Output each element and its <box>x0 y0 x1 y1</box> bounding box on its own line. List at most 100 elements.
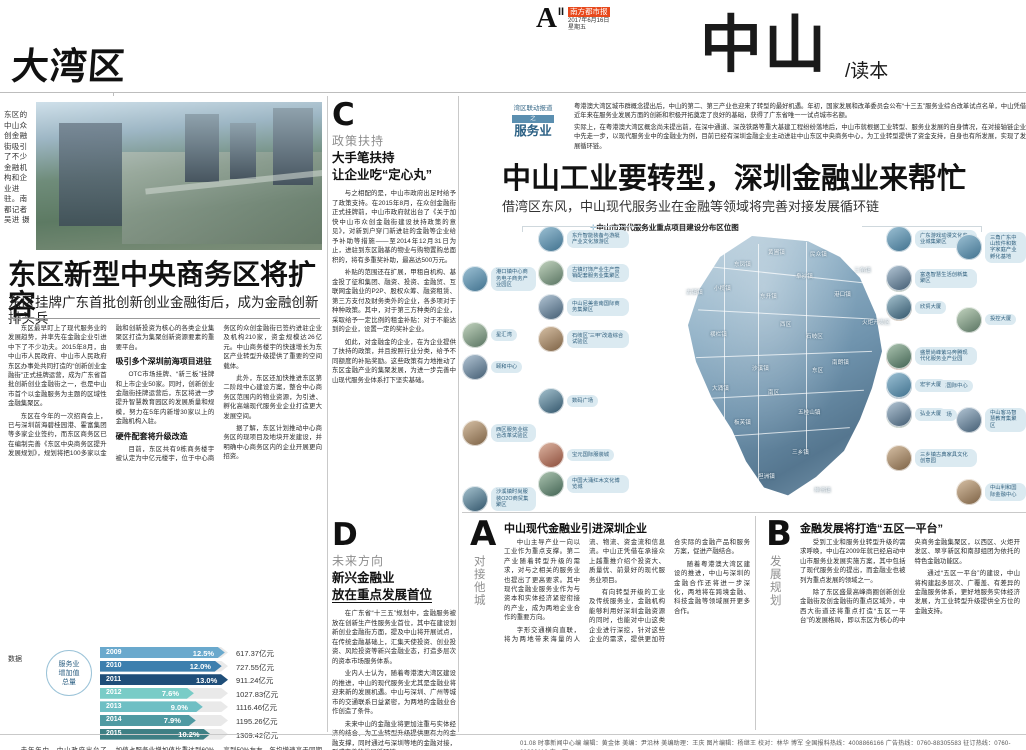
chart-bar-fill <box>100 661 222 672</box>
map-node-thumbnail <box>538 294 564 320</box>
left-subheadline: 东区挂牌广东首批创新创业金融街后，成为金融创新排头兵 <box>8 295 319 326</box>
map-node-thumbnail <box>462 322 488 348</box>
map-node[interactable]: 投控大厦 <box>956 306 1026 333</box>
chart-bar-fill <box>100 647 225 658</box>
lead-photo <box>36 102 322 250</box>
chart-bar-amount: 1027.83亿元 <box>236 689 279 699</box>
map-node-label: 盛景尚峰紫马奔腾现代化服务业产业园 <box>915 347 977 365</box>
left-headline-rule <box>8 318 320 319</box>
chart-bars: 2009 12.5% 617.37亿元 2010 12.0% 727.55亿元 2011 13… <box>100 646 322 741</box>
map-town-label: 民众镇 <box>810 252 827 258</box>
series-tag-top: 湾区联动报道 <box>513 105 553 112</box>
map-node[interactable]: 盛景尚峰紫马奔腾现代化服务业产业园 <box>886 343 986 369</box>
map-node[interactable]: 中山客马智慧教育集聚区 <box>956 406 1026 433</box>
footer-credits: 01.08 时事新闻中心编 编辑：黄金体 美编：尹沿林 美编助理：王庆 图片编辑… <box>520 741 1011 747</box>
middle-column: C 政策扶持 大手笔扶持 让企业吃“定心丸” 与之相配的是，中山市政府出足时给予… <box>332 96 456 750</box>
map-town-label: 南区 <box>768 390 780 396</box>
map-town-label: 三角镇 <box>854 268 871 274</box>
map-node[interactable]: 中国大涌红木文化博览城 <box>538 471 642 497</box>
map-node[interactable]: 弘业大厦 <box>886 401 986 427</box>
map-node[interactable]: 东升智能装备与游艇产业文化旅游区 <box>538 226 642 252</box>
section-b-letter: B <box>766 514 792 554</box>
map-node[interactable]: 西区服务业综合改革试验区 <box>462 420 536 446</box>
paragraph: 中山主导产业一向以工业作为重点支撑。第二产业随着转型升级的需求，对与之相关的服务… <box>504 539 580 622</box>
section-d: D 未来方向 新兴金融业 放在重点发展首位 在广东省“十三五”规划中，金融服务被… <box>332 520 456 750</box>
map-town-label: 东区 <box>812 368 824 374</box>
map-node[interactable]: 中山利和国际金融中心 <box>956 478 1026 505</box>
map-node[interactable]: 欣贸大厦 <box>886 294 986 320</box>
map-node-label: 欣贸大厦 <box>915 301 947 313</box>
section-c-body: 与之相配的是，中山市政府出足时给予了政策支持。在2015年8月，在众创金融街正式… <box>332 189 456 385</box>
left-headline: 东区新型中央商务区将扩容 <box>8 258 317 321</box>
map-node[interactable]: 沙溪镇时尚服装O2O商贸集聚区 <box>462 486 536 512</box>
map-node-label: 弘业大厦 <box>915 408 947 420</box>
map-node-thumbnail <box>538 471 564 497</box>
chart-bar-amount: 617.37亿元 <box>236 649 274 658</box>
paragraph: 随着粤港澳大湾区建设的推进，中山与深圳的金融合作还将进一步深化，两地将在跨境金融… <box>674 560 750 615</box>
chart-bar-year: 2013 <box>106 702 122 710</box>
paragraph: 受到工业和服务业转型升级的需求呼唤，中山在2009年就已经启动中山市服务业发展实… <box>800 539 906 584</box>
paragraph: 粤港澳大湾区城市群概念提出后，中山的第二、第三产业也迎来了转型的最好机遇。年初，… <box>574 103 1026 120</box>
map-node[interactable]: 广东游戏动漫文化产业城集聚区 <box>886 226 986 252</box>
chart-bar-fill <box>100 715 196 726</box>
map-nodes-right-outer: 三角广东中山软件和数字家庭产业孵化基地投控大厦中山客马智慧教育集聚区 中山利和国际… <box>956 232 1026 508</box>
map-town-label: 五桂山镇 <box>798 410 821 416</box>
paragraph: 如此，对金融金的企业，在为企业提供了扶持的政策，并且按照行业分类，给予不同额度的… <box>332 338 456 384</box>
main-subheadline: 借湾区东风，中山现代服务业在金融等领域将完善对接发展循环链 <box>502 199 880 214</box>
chart-bar-year: 2009 <box>106 648 122 656</box>
map-node[interactable]: 颐和中心 <box>462 354 536 380</box>
map-node-thumbnail <box>462 266 488 292</box>
page-title: 中山 <box>700 8 829 81</box>
chart-bar-year: 2015 <box>106 730 122 738</box>
map-node[interactable]: 宏宇大厦 <box>886 372 986 398</box>
map-node-label: 中山尼美金南国际商务集聚区 <box>567 298 629 316</box>
left-column: 东区的中山众创金融街吸引了不少金融机构和企业进驻。南都记者 吴进 摄 东区新型中… <box>0 96 326 750</box>
map-town-label: 沙溪镇 <box>752 366 769 372</box>
section-d-title-2-text: 放在重点发展首位 <box>332 588 433 603</box>
series-tag: 湾区联动报道 之 服务业 <box>500 104 566 154</box>
map-node-thumbnail <box>886 294 912 320</box>
paragraph: 目前，东区共有9栋商务楼宇被认定为中亿元楼宇，位于中心商务区的众创金融街已签约进… <box>115 325 322 463</box>
map-node[interactable]: 石岐区“三甲”改造综合试验区 <box>538 326 642 352</box>
brand-logo-daiwanqu: 大湾区 <box>10 44 128 88</box>
paragraph: 在广东省“十三五”规划中，金融服务被放在创新生产性服务业首位，其中在建设划新创业… <box>332 610 456 665</box>
map-node-label: 数码广场 <box>567 395 599 407</box>
map-node[interactable]: 中山尼美金南国际商务集聚区 <box>538 294 642 320</box>
map-node-thumbnail <box>462 420 488 446</box>
map-town-label: 坦洲镇 <box>758 474 775 480</box>
map-node[interactable]: 三角广东中山软件和数字家庭产业孵化基地 <box>956 232 1026 263</box>
photo-building-1 <box>184 113 220 182</box>
paragraph: 据了解，东区计划推动中心商务区的现项目及地块开发建设，并明确中心商务区内的企业开… <box>223 425 322 461</box>
chart-bar-row: 2010 12.0% 727.55亿元 <box>100 660 322 673</box>
map-node[interactable]: 三乡镇古典家具文化创意园 <box>886 445 986 471</box>
map-node[interactable]: 宝元国际服装城 <box>538 442 642 468</box>
chart-bar-year: 2011 <box>106 675 122 683</box>
chart-bar-fill <box>100 674 228 685</box>
chart-bar-row: 2014 7.9% 1195.26亿元 <box>100 714 322 727</box>
chart-bar-value: 7.9% <box>163 716 181 726</box>
photo-building-3 <box>273 107 314 185</box>
map-node[interactable]: 古镇灯饰产业生产营销配套服务业集聚区 <box>538 260 642 286</box>
map-node-label: 石岐区“三甲”改造综合试验区 <box>567 330 629 348</box>
page-code-letter: A <box>536 2 557 34</box>
map-town-label: 小榄镇 <box>714 286 731 292</box>
paragraph: 通过“五区一平台”的建设，中山将构建起多层次、广覆盖、有差异的金融服务体系，更好… <box>914 570 1021 615</box>
chart-bar-amount: 727.55亿元 <box>236 662 274 672</box>
section-c-letter: C <box>332 97 355 133</box>
section-a-title: 中山现代金融业引进深圳企业 <box>504 523 647 535</box>
photo-caption: 东区的中山众创金融街吸引了不少金融机构和企业进驻。南都记者 吴进 摄 <box>4 110 30 224</box>
map-node-thumbnail <box>886 372 912 398</box>
section-d-letter: D <box>332 517 358 553</box>
map-node-label: 西区服务业综合改革试验区 <box>491 424 536 442</box>
map-node[interactable]: 星汇湾 <box>462 322 536 348</box>
map-node[interactable]: 数码广场 <box>538 388 642 414</box>
map-node-thumbnail <box>538 226 564 252</box>
map-town-label: 阜沙镇 <box>796 274 813 280</box>
section-c-title-2: 让企业吃“定心丸” <box>332 168 433 182</box>
map-node-label: 颐和中心 <box>491 361 523 373</box>
map-node[interactable]: 港口镇中心商务电子商务产业园区 <box>462 266 536 292</box>
section-b-body: 受到工业和服务业转型升级的需求呼唤，中山在2009年就已经启动中山市服务业发展实… <box>800 538 1020 728</box>
map-node[interactable]: 富逸智慧生活创新集聚区 <box>886 265 986 291</box>
main-column: 湾区联动报道 之 服务业 粤港澳大湾区城市群概念提出后，中山的第二、第三产业也迎… <box>462 96 1026 736</box>
